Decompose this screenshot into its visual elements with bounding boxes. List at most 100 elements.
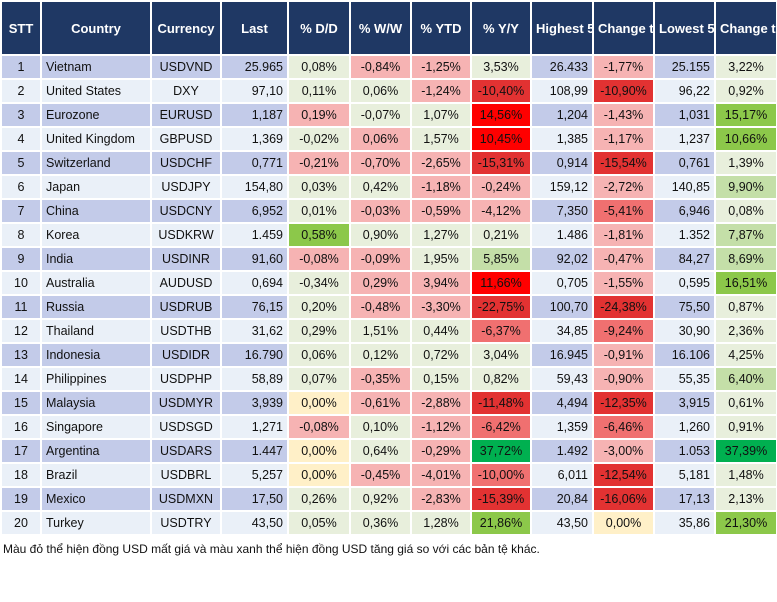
cell-ww: 0,06%: [349, 126, 412, 152]
cell-lowest-52w: 140,85: [653, 174, 716, 200]
cell-currency: USDTRY: [150, 510, 222, 536]
cell-yy: -11,48%: [470, 390, 532, 416]
header-ytd: % YTD: [410, 0, 472, 56]
cell-yy: -6,37%: [470, 318, 532, 344]
cell-stt: 4: [0, 126, 42, 152]
cell-stt: 14: [0, 366, 42, 392]
cell-ytd: -1,18%: [410, 174, 472, 200]
cell-change-l52w: 7,87%: [714, 222, 777, 248]
cell-change-l52w: 0,91%: [714, 414, 777, 440]
cell-country: Brazil: [40, 462, 152, 488]
cell-highest-52w: 1,204: [530, 102, 594, 128]
cell-change-l52w: 2,36%: [714, 318, 777, 344]
cell-ww: 0,10%: [349, 414, 412, 440]
cell-lowest-52w: 30,90: [653, 318, 716, 344]
cell-ytd: 1,57%: [410, 126, 472, 152]
cell-currency: AUDUSD: [150, 270, 222, 296]
cell-stt: 17: [0, 438, 42, 464]
cell-ww: 0,12%: [349, 342, 412, 368]
cell-stt: 18: [0, 462, 42, 488]
cell-ww: 0,64%: [349, 438, 412, 464]
cell-change-l52w: 4,25%: [714, 342, 777, 368]
cell-change-l52w: 1,39%: [714, 150, 777, 176]
cell-currency: DXY: [150, 78, 222, 104]
cell-country: Turkey: [40, 510, 152, 536]
cell-last: 1,369: [220, 126, 289, 152]
cell-lowest-52w: 25.155: [653, 54, 716, 80]
cell-ww: 0,92%: [349, 486, 412, 512]
header-highest-52w: Highest 52W: [530, 0, 594, 56]
cell-lowest-52w: 1.352: [653, 222, 716, 248]
cell-stt: 3: [0, 102, 42, 128]
cell-stt: 8: [0, 222, 42, 248]
cell-ytd: -2,83%: [410, 486, 472, 512]
cell-highest-52w: 6,011: [530, 462, 594, 488]
cell-last: 16.790: [220, 342, 289, 368]
cell-ytd: 0,72%: [410, 342, 472, 368]
cell-lowest-52w: 1,260: [653, 414, 716, 440]
cell-change-h52w: -3,00%: [592, 438, 655, 464]
cell-change-l52w: 10,66%: [714, 126, 777, 152]
table-row: 14 Philippines USDPHP 58,89 0,07% -0,35% 0,15%…: [0, 366, 777, 392]
cell-currency: USDCNY: [150, 198, 222, 224]
cell-last: 58,89: [220, 366, 289, 392]
cell-currency: USDJPY: [150, 174, 222, 200]
cell-country: United Kingdom: [40, 126, 152, 152]
cell-dd: 0,03%: [287, 174, 351, 200]
header-lowest-52w: Lowest 52W: [653, 0, 716, 56]
cell-last: 25.965: [220, 54, 289, 80]
cell-currency: GBPUSD: [150, 126, 222, 152]
cell-change-l52w: 0,08%: [714, 198, 777, 224]
cell-lowest-52w: 55,35: [653, 366, 716, 392]
header-row: STT Country Currency Last % D/D % W/W % …: [0, 0, 777, 56]
cell-dd: 0,26%: [287, 486, 351, 512]
cell-change-h52w: -1,77%: [592, 54, 655, 80]
cell-change-h52w: 0,00%: [592, 510, 655, 536]
cell-dd: -0,34%: [287, 270, 351, 296]
cell-highest-52w: 43,50: [530, 510, 594, 536]
cell-highest-52w: 26.433: [530, 54, 594, 80]
cell-currency: USDCHF: [150, 150, 222, 176]
cell-country: Singapore: [40, 414, 152, 440]
cell-last: 91,60: [220, 246, 289, 272]
cell-stt: 10: [0, 270, 42, 296]
cell-ytd: 0,44%: [410, 318, 472, 344]
cell-change-h52w: -1,55%: [592, 270, 655, 296]
cell-lowest-52w: 96,22: [653, 78, 716, 104]
cell-change-l52w: 16,51%: [714, 270, 777, 296]
cell-country: Korea: [40, 222, 152, 248]
cell-highest-52w: 0,705: [530, 270, 594, 296]
cell-stt: 20: [0, 510, 42, 536]
cell-ww: -0,09%: [349, 246, 412, 272]
cell-dd: 0,06%: [287, 342, 351, 368]
cell-ww: 0,36%: [349, 510, 412, 536]
table-body: 1 Vietnam USDVND 25.965 0,08% -0,84% -1,25% 3,5…: [0, 54, 777, 536]
cell-yy: 3,53%: [470, 54, 532, 80]
cell-ww: -0,70%: [349, 150, 412, 176]
cell-change-h52w: -1,43%: [592, 102, 655, 128]
header-currency: Currency: [150, 0, 222, 56]
header-change-h52w: Change to H52W: [592, 0, 655, 56]
header-last: Last: [220, 0, 289, 56]
cell-yy: -4,12%: [470, 198, 532, 224]
cell-stt: 5: [0, 150, 42, 176]
cell-currency: USDBRL: [150, 462, 222, 488]
cell-yy: 10,45%: [470, 126, 532, 152]
cell-country: Mexico: [40, 486, 152, 512]
cell-ww: 0,42%: [349, 174, 412, 200]
cell-lowest-52w: 1,031: [653, 102, 716, 128]
cell-country: Indonesia: [40, 342, 152, 368]
cell-change-l52w: 15,17%: [714, 102, 777, 128]
cell-dd: -0,21%: [287, 150, 351, 176]
cell-dd: 0,08%: [287, 54, 351, 80]
cell-last: 3,939: [220, 390, 289, 416]
cell-highest-52w: 4,494: [530, 390, 594, 416]
cell-ytd: -2,65%: [410, 150, 472, 176]
cell-ytd: -1,12%: [410, 414, 472, 440]
cell-last: 31,62: [220, 318, 289, 344]
cell-change-l52w: 0,87%: [714, 294, 777, 320]
cell-ww: 0,29%: [349, 270, 412, 296]
cell-lowest-52w: 16.106: [653, 342, 716, 368]
cell-highest-52w: 0,914: [530, 150, 594, 176]
cell-lowest-52w: 3,915: [653, 390, 716, 416]
